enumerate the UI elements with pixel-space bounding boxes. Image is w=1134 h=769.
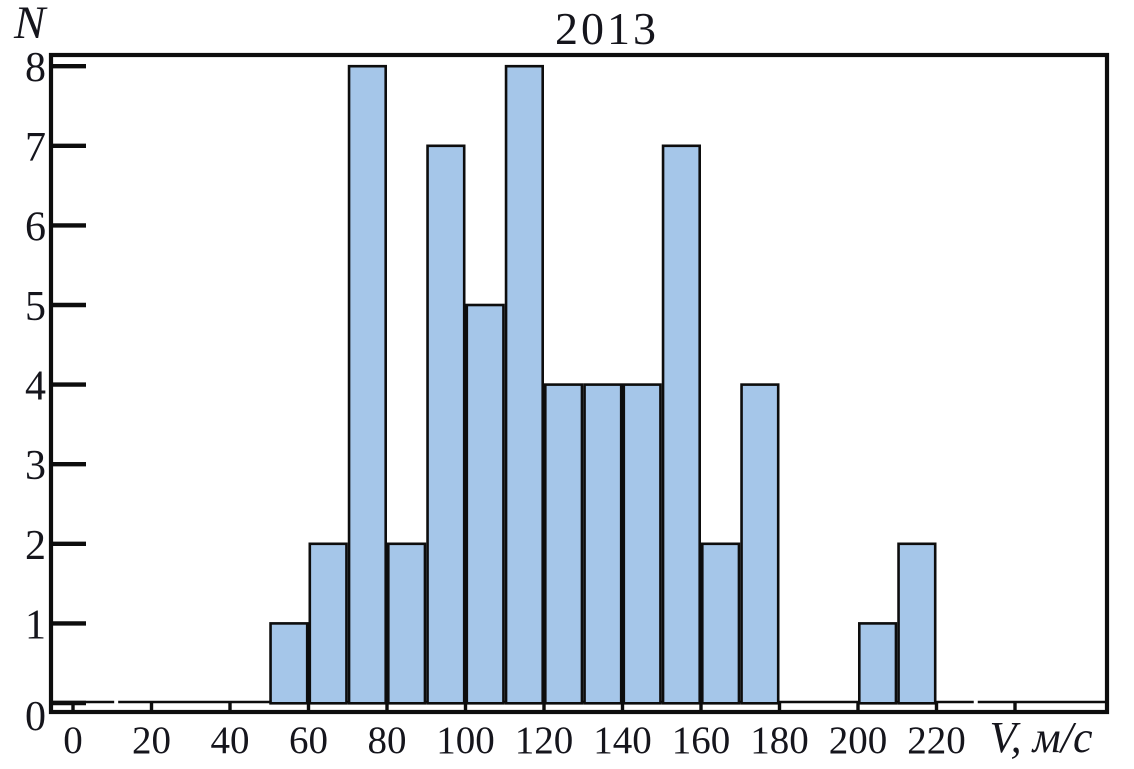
x-tick-label: 20 <box>132 719 171 762</box>
histogram-bar <box>269 622 309 705</box>
histogram-bar <box>504 64 544 705</box>
chart-title: 2013 <box>555 3 659 54</box>
x-tick-label: 40 <box>211 719 250 762</box>
histogram-bar <box>465 303 505 705</box>
histogram-bar <box>543 383 584 705</box>
x-tick-label: 120 <box>515 719 574 762</box>
x-tick-label: 160 <box>672 719 731 762</box>
y-tick-label: 6 <box>25 204 46 250</box>
histogram-bar <box>386 542 427 705</box>
x-tick-label: 0 <box>63 719 83 762</box>
y-tick-label: 0 <box>25 694 46 740</box>
histogram-bar <box>347 64 387 705</box>
x-tick-label: 80 <box>368 719 407 762</box>
histogram-bar <box>622 383 662 705</box>
y-axis-label: N <box>14 0 46 49</box>
x-tick-label: 180 <box>750 719 809 762</box>
x-tick-label: 60 <box>289 719 328 762</box>
y-tick-label: 5 <box>25 284 46 330</box>
x-tick-label: 100 <box>436 719 495 762</box>
x-axis-label: V, м/с <box>989 713 1093 762</box>
histogram-bar <box>426 144 466 705</box>
histogram-bar <box>740 383 780 705</box>
plot-frame <box>48 52 1110 715</box>
histogram-bar <box>308 542 348 705</box>
y-tick-label: 1 <box>25 602 46 648</box>
x-tick-label: 220 <box>907 719 966 762</box>
histogram-bar <box>897 542 937 705</box>
histogram-bar <box>661 144 701 705</box>
histogram-bar <box>583 383 623 705</box>
y-tick-label: 3 <box>25 443 46 489</box>
y-tick-label: 8 <box>25 45 46 91</box>
y-tick-label: 4 <box>25 364 46 410</box>
y-tick-label: 2 <box>25 523 46 569</box>
x-tick-label: 140 <box>593 719 652 762</box>
x-tick-label: 200 <box>829 719 888 762</box>
histogram-bar <box>857 622 898 705</box>
histogram-bar <box>700 542 741 705</box>
y-tick-label: 7 <box>25 125 46 171</box>
